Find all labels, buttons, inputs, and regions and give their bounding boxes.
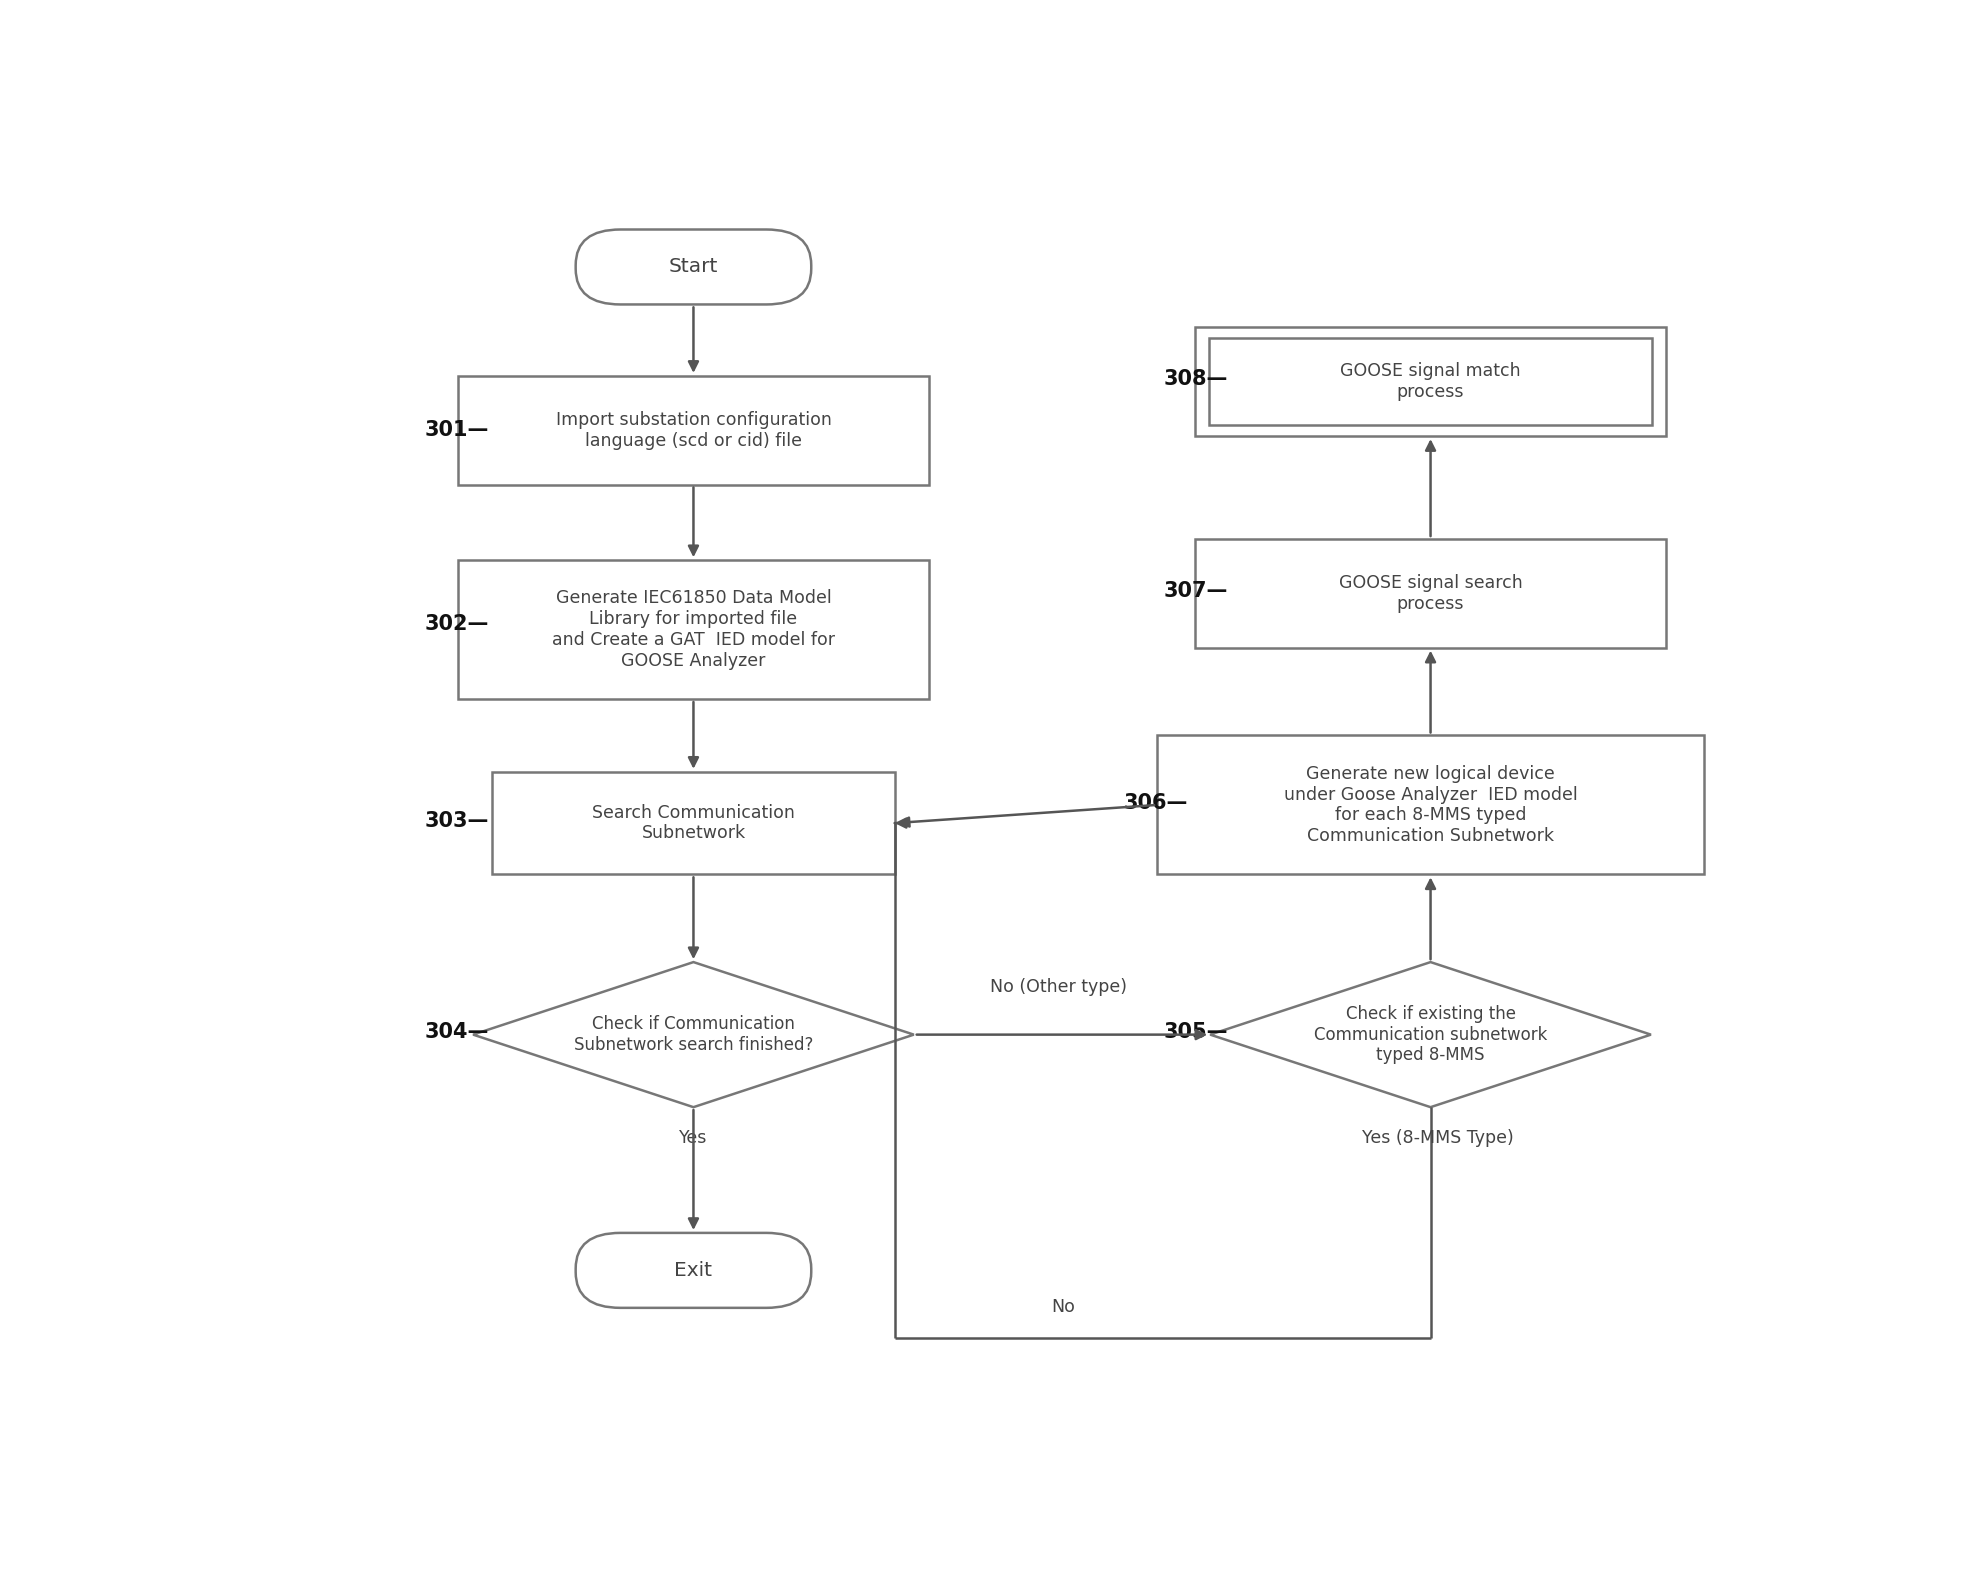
Text: Yes: Yes bbox=[679, 1129, 708, 1148]
Text: No: No bbox=[1051, 1298, 1075, 1316]
Bar bbox=[1157, 735, 1704, 874]
Text: 304—: 304— bbox=[424, 1022, 488, 1042]
Bar bbox=[1208, 338, 1653, 425]
Bar bbox=[1194, 328, 1667, 436]
Bar bbox=[459, 375, 930, 485]
Text: Import substation configuration
language (scd or cid) file: Import substation configuration language… bbox=[555, 411, 831, 449]
Text: 305—: 305— bbox=[1163, 1022, 1228, 1042]
Bar bbox=[1194, 539, 1667, 648]
Text: 308—: 308— bbox=[1163, 369, 1228, 389]
FancyBboxPatch shape bbox=[577, 229, 812, 305]
Text: Start: Start bbox=[669, 257, 718, 276]
Text: Yes (8-MMS Type): Yes (8-MMS Type) bbox=[1363, 1129, 1514, 1148]
Text: Exit: Exit bbox=[675, 1261, 712, 1280]
Text: GOOSE signal search
process: GOOSE signal search process bbox=[1339, 575, 1522, 612]
Text: No (Other type): No (Other type) bbox=[990, 978, 1128, 995]
Text: Search Communication
Subnetwork: Search Communication Subnetwork bbox=[592, 804, 794, 843]
Text: Check if Communication
Subnetwork search finished?: Check if Communication Subnetwork search… bbox=[575, 1016, 814, 1053]
Text: 306—: 306— bbox=[1124, 793, 1188, 813]
Bar bbox=[459, 560, 930, 699]
Polygon shape bbox=[473, 962, 914, 1107]
Text: GOOSE signal match
process: GOOSE signal match process bbox=[1339, 363, 1522, 402]
Text: 307—: 307— bbox=[1163, 581, 1228, 601]
Text: Generate IEC61850 Data Model
Library for imported file
and Create a GAT  IED mod: Generate IEC61850 Data Model Library for… bbox=[551, 589, 835, 670]
FancyBboxPatch shape bbox=[577, 1232, 812, 1308]
Polygon shape bbox=[1210, 962, 1651, 1107]
Text: Check if existing the
Communication subnetwork
typed 8-MMS: Check if existing the Communication subn… bbox=[1314, 1005, 1547, 1064]
Text: 303—: 303— bbox=[424, 810, 488, 831]
Bar bbox=[492, 772, 894, 874]
Text: Generate new logical device
under Goose Analyzer  IED model
for each 8-MMS typed: Generate new logical device under Goose … bbox=[1284, 765, 1577, 845]
Text: 301—: 301— bbox=[424, 421, 488, 440]
Text: 302—: 302— bbox=[424, 614, 488, 634]
